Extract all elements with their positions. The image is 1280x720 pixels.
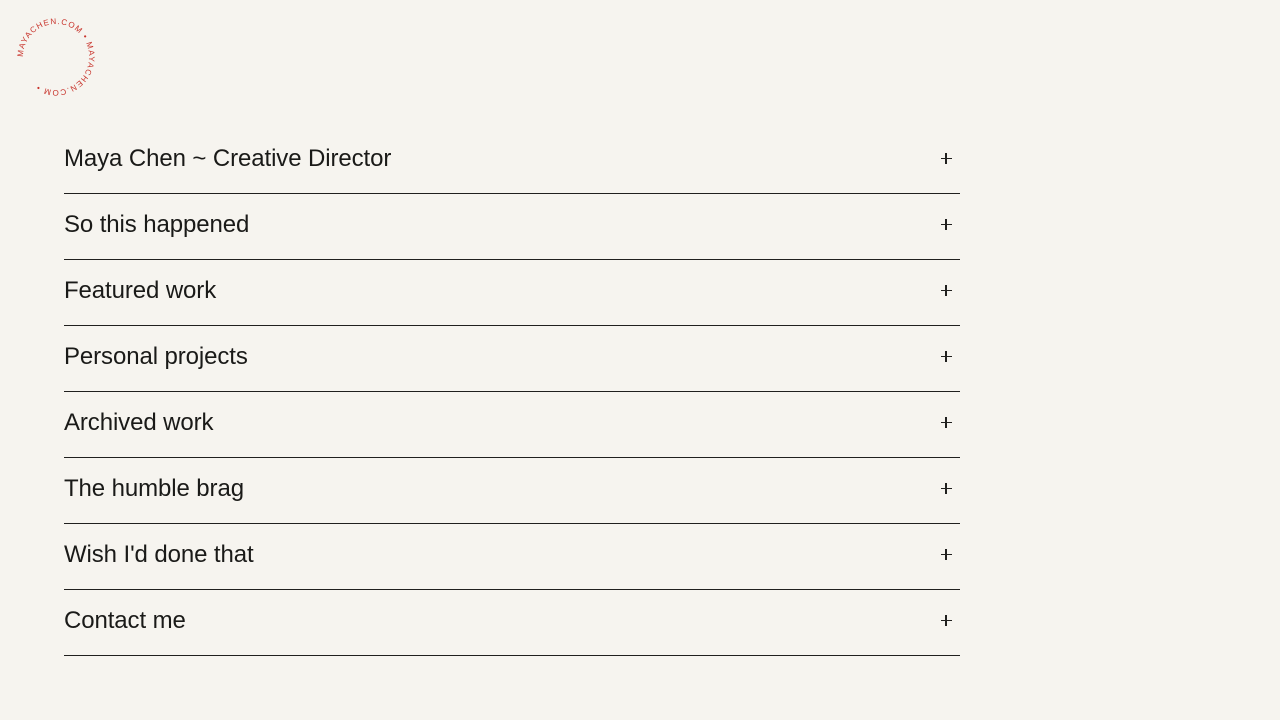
accordion-row-personal-projects[interactable]: Personal projects <box>64 326 960 392</box>
accordion-label: Wish I'd done that <box>64 540 254 568</box>
accordion-row-the-humble-brag[interactable]: The humble brag <box>64 458 960 524</box>
accordion-row-contact-me[interactable]: Contact me <box>64 590 960 656</box>
accordion-label: Contact me <box>64 606 186 634</box>
accordion-list: Maya Chen ~ Creative Director So this ha… <box>64 128 960 656</box>
accordion-label: Featured work <box>64 276 217 304</box>
plus-icon[interactable] <box>938 151 954 167</box>
plus-icon[interactable] <box>938 415 954 431</box>
plus-icon[interactable] <box>938 217 954 233</box>
accordion-row-featured-work[interactable]: Featured work <box>64 260 960 326</box>
accordion-label: So this happened <box>64 210 250 238</box>
accordion-label: Maya Chen ~ Creative Director <box>64 144 392 172</box>
plus-icon[interactable] <box>938 547 954 563</box>
accordion-row-maya-chen-creative-director[interactable]: Maya Chen ~ Creative Director <box>64 128 960 194</box>
accordion-row-wish-id-done-that[interactable]: Wish I'd done that <box>64 524 960 590</box>
accordion-label: Personal projects <box>64 342 248 370</box>
plus-icon[interactable] <box>938 349 954 365</box>
site-logo[interactable]: MAYACHEN.COM • MAYACHEN.COM • <box>11 12 101 102</box>
accordion-row-so-this-happened[interactable]: So this happened <box>64 194 960 260</box>
accordion-label: Archived work <box>64 408 214 436</box>
plus-icon[interactable] <box>938 481 954 497</box>
accordion-label: The humble brag <box>64 474 244 502</box>
plus-icon[interactable] <box>938 613 954 629</box>
plus-icon[interactable] <box>938 283 954 299</box>
accordion-row-archived-work[interactable]: Archived work <box>64 392 960 458</box>
logo-ring-text: MAYACHEN.COM • MAYACHEN.COM • <box>16 17 96 97</box>
